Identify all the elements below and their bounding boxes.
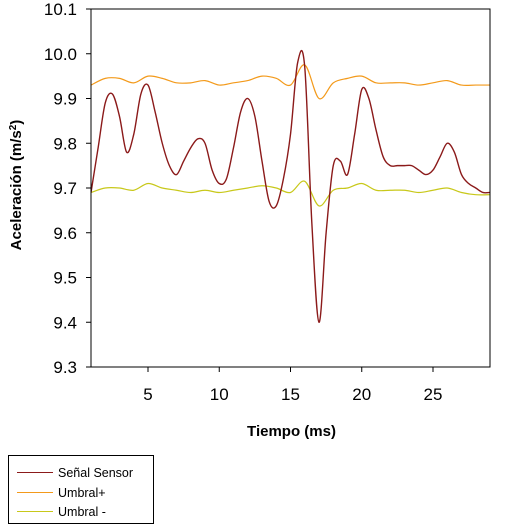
y-axis-title-superscript: 2	[8, 124, 19, 130]
series-line-umbral-minus	[91, 180, 490, 207]
y-tick-label: 9.7	[53, 179, 77, 198]
y-tick-label: 10.1	[44, 0, 77, 19]
y-tick-label: 9.9	[53, 90, 77, 109]
x-tick-label: 15	[281, 385, 300, 404]
y-tick-label: 10.0	[44, 45, 77, 64]
legend-item-umbral-plus: Umbral+	[9, 484, 155, 502]
x-axis-title: Tiempo (ms)	[247, 423, 336, 440]
y-tick-label: 9.4	[53, 313, 77, 332]
y-tick-label: 9.6	[53, 224, 77, 243]
legend-swatch-senal-sensor	[17, 472, 53, 473]
series-line-senal-sensor	[91, 49, 490, 323]
legend: Señal Sensor Umbral+ Umbral -	[8, 455, 154, 524]
plot-area	[91, 49, 490, 323]
y-axis-title-main: Aceleración (m/s	[8, 130, 25, 250]
y-axis-title: Aceleración (m/s2)	[8, 120, 26, 251]
legend-label-senal-sensor: Señal Sensor	[58, 466, 134, 480]
y-tick-label: 9.5	[53, 269, 77, 288]
plot-frame	[90, 8, 491, 368]
legend-label-umbral-minus: Umbral -	[58, 505, 106, 519]
x-tick-label: 25	[424, 385, 443, 404]
x-tick-label: 20	[352, 385, 371, 404]
legend-item-umbral-minus: Umbral -	[9, 503, 155, 521]
legend-swatch-umbral-minus	[17, 511, 53, 512]
y-tick-label: 9.8	[53, 134, 77, 153]
line-chart: 9.3 9.4 9.5 9.6 9.7 9.8 9.9 10.0 10.1 5 10 15 20 25 T…	[8, 0, 491, 440]
x-tick-label: 10	[210, 385, 229, 404]
y-tick-label: 9.3	[53, 358, 77, 377]
legend-label-umbral-plus: Umbral+	[58, 486, 106, 500]
series-line-umbral-plus	[91, 64, 490, 100]
legend-item-senal-sensor: Señal Sensor	[9, 464, 155, 482]
y-axis-title-tail: )	[8, 120, 25, 125]
legend-swatch-umbral-plus	[17, 492, 53, 493]
x-tick-label: 5	[143, 385, 152, 404]
axes: 9.3 9.4 9.5 9.6 9.7 9.8 9.9 10.0 10.1 5 10 15 20 25	[44, 0, 491, 404]
